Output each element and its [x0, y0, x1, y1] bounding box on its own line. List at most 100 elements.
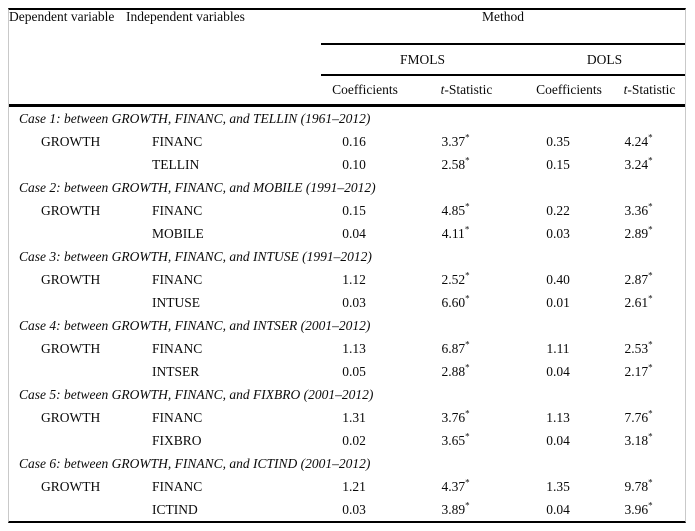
fmols-tstat-cell: 3.37* — [441, 132, 470, 149]
case-title-row: Case 6: between GROWTH, FINANC, and ICTI… — [9, 452, 685, 475]
case-title-row: Case 2: between GROWTH, FINANC, and MOBI… — [9, 176, 685, 199]
dols-tstat-cell: 7.76* — [624, 408, 653, 425]
significance-star: * — [648, 155, 653, 166]
significance-star: * — [465, 132, 470, 143]
dependent-variable-cell — [9, 222, 126, 245]
dols-coefficient-cell: 0.35 — [546, 133, 570, 149]
table-row: ICTIND 0.03 3.89* 0.04 3.96* — [9, 498, 685, 521]
table-row: GROWTH FINANC 1.31 3.76* 1.13 7.76* — [9, 406, 685, 429]
table-header: Dependent variable Independent variables… — [9, 10, 685, 106]
table-row: GROWTH FINANC 1.21 4.37* 1.35 9.78* — [9, 475, 685, 498]
case-title: Case 3: between GROWTH, FINANC, and INTU… — [19, 248, 372, 264]
dols-coefficient-cell: 0.15 — [546, 156, 570, 172]
fmols-tstat-cell: 3.89* — [441, 500, 470, 517]
significance-star: * — [465, 339, 470, 350]
column-header-fmols-coefficients: Coefficients — [332, 82, 398, 98]
independent-variable-cell: FINANC — [152, 340, 203, 356]
dols-coefficient-cell: 0.01 — [546, 294, 570, 310]
dols-coefficient-cell: 1.13 — [546, 409, 570, 425]
fmols-tstat-cell: 4.37* — [441, 477, 470, 494]
table-row: MOBILE 0.04 4.11* 0.03 2.89* — [9, 222, 685, 245]
case-title: Case 5: between GROWTH, FINANC, and FIXB… — [19, 386, 374, 402]
case-title-row: Case 5: between GROWTH, FINANC, and FIXB… — [9, 383, 685, 406]
dependent-variable-cell: GROWTH — [41, 202, 101, 218]
column-header-independent-variables: Independent variables — [126, 9, 245, 24]
dependent-variable-cell: GROWTH — [41, 478, 101, 494]
independent-variable-cell: FINANC — [152, 409, 203, 425]
significance-star: * — [465, 155, 470, 166]
table-row: FIXBRO 0.02 3.65* 0.04 3.18* — [9, 429, 685, 452]
fmols-coefficient-cell: 0.03 — [342, 294, 366, 310]
significance-star: * — [465, 500, 470, 511]
significance-star: * — [648, 431, 653, 442]
fmols-tstat-cell: 2.52* — [441, 270, 470, 287]
fmols-coefficient-cell: 0.15 — [342, 202, 366, 218]
table-row: GROWTH FINANC 0.15 4.85* 0.22 3.36* — [9, 199, 685, 222]
significance-star: * — [648, 293, 653, 304]
case-title: Case 4: between GROWTH, FINANC, and INTS… — [19, 317, 371, 333]
column-header-dols-tstatistic: t-Statistic — [614, 75, 685, 106]
table-row: GROWTH FINANC 0.16 3.37* 0.35 4.24* — [9, 130, 685, 153]
fmols-coefficient-cell: 0.10 — [342, 156, 366, 172]
fmols-coefficient-cell: 1.13 — [342, 340, 366, 356]
fmols-coefficient-cell: 0.04 — [342, 225, 366, 241]
significance-star: * — [465, 408, 470, 419]
fmols-coefficient-cell: 0.05 — [342, 363, 366, 379]
significance-star: * — [648, 201, 653, 212]
dols-tstat-cell: 2.17* — [624, 362, 653, 379]
dols-coefficient-cell: 0.04 — [546, 501, 570, 517]
case-title: Case 2: between GROWTH, FINANC, and MOBI… — [19, 179, 376, 195]
significance-star: * — [465, 293, 470, 304]
fmols-tstat-cell: 3.65* — [441, 431, 470, 448]
independent-variable-cell: FINANC — [152, 271, 203, 287]
dependent-variable-cell — [9, 291, 126, 314]
table-row: GROWTH FINANC 1.13 6.87* 1.11 2.53* — [9, 337, 685, 360]
significance-star: * — [465, 362, 470, 373]
significance-star: * — [648, 477, 653, 488]
fmols-tstat-cell: 3.76* — [441, 408, 470, 425]
case-title-row: Case 3: between GROWTH, FINANC, and INTU… — [9, 245, 685, 268]
dols-coefficient-cell: 1.11 — [546, 340, 570, 356]
dependent-variable-cell: GROWTH — [41, 340, 101, 356]
dols-tstat-cell: 2.61* — [624, 293, 653, 310]
dols-coefficient-cell: 0.04 — [546, 432, 570, 448]
fmols-coefficient-cell: 1.21 — [342, 478, 366, 494]
dependent-variable-cell — [9, 498, 126, 521]
significance-star: * — [648, 270, 653, 281]
table-row: INTSER 0.05 2.88* 0.04 2.17* — [9, 360, 685, 383]
dependent-variable-cell: GROWTH — [41, 133, 101, 149]
case-title: Case 6: between GROWTH, FINANC, and ICTI… — [19, 455, 371, 471]
dols-coefficient-cell: 1.35 — [546, 478, 570, 494]
fmols-coefficient-cell: 0.02 — [342, 432, 366, 448]
significance-star: * — [648, 408, 653, 419]
dols-coefficient-cell: 0.40 — [546, 271, 570, 287]
significance-star: * — [465, 201, 470, 212]
significance-star: * — [648, 339, 653, 350]
fmols-coefficient-cell: 1.12 — [342, 271, 366, 287]
fmols-tstat-cell: 6.60* — [441, 293, 470, 310]
tstat-suffix: -Statistic — [444, 82, 493, 98]
dols-coefficient-cell: 0.22 — [546, 202, 570, 218]
case-title-row: Case 1: between GROWTH, FINANC, and TELL… — [9, 104, 685, 130]
case-title: Case 1: between GROWTH, FINANC, and TELL… — [9, 104, 685, 130]
dependent-variable-cell: GROWTH — [41, 271, 101, 287]
tstat-italic-t: t — [623, 82, 628, 98]
dependent-variable-cell — [9, 360, 126, 383]
dols-coefficient-cell: 0.04 — [546, 363, 570, 379]
dols-tstat-cell: 3.24* — [624, 155, 653, 172]
fmols-tstat-cell: 4.85* — [441, 201, 470, 218]
significance-star: * — [464, 224, 470, 235]
fmols-tstat-cell: 6.87* — [441, 339, 470, 356]
independent-variable-cell: INTUSE — [152, 294, 200, 310]
fmols-coefficient-cell: 0.16 — [342, 133, 366, 149]
dols-coefficient-cell: 0.03 — [546, 225, 570, 241]
column-header-dols-coefficients: Coefficients — [536, 82, 602, 98]
fmols-tstat-cell: 4.11* — [441, 224, 470, 241]
significance-star: * — [465, 270, 470, 281]
column-group-fmols: FMOLS — [321, 44, 524, 76]
independent-variable-cell: ICTIND — [152, 501, 198, 517]
dols-tstat-cell: 9.78* — [624, 477, 653, 494]
dols-tstat-cell: 2.53* — [624, 339, 653, 356]
dependent-variable-cell — [9, 429, 126, 452]
independent-variable-cell: TELLIN — [152, 156, 200, 172]
